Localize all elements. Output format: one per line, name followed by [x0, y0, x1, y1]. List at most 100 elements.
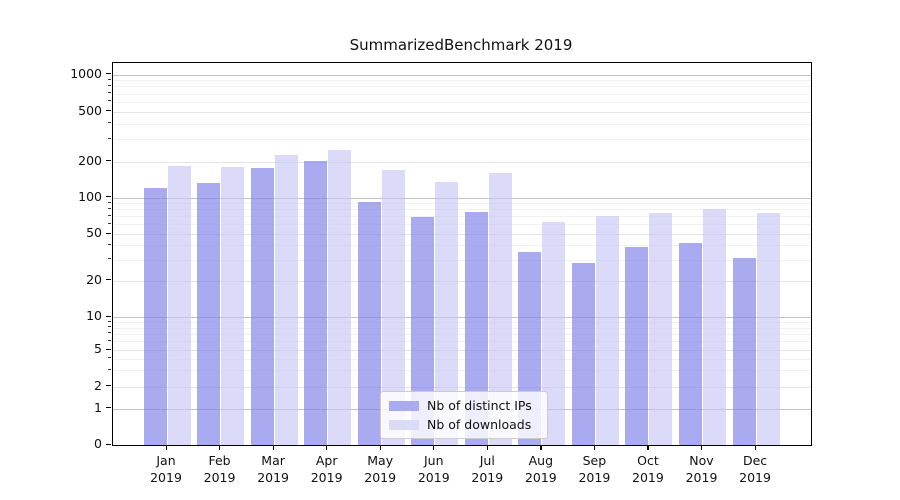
bar-ips-mar [250, 167, 274, 445]
xtick-label-jul: Jul 2019 [471, 453, 504, 485]
xtick-label-nov: Nov 2019 [685, 453, 718, 485]
gridline-minor [113, 259, 811, 261]
gridline-minor [113, 245, 811, 247]
ytick-label-10: 10 [86, 308, 102, 323]
xtick-mark-apr [326, 445, 328, 450]
ytick-mark-minor [108, 214, 111, 216]
bar-ips-jan [143, 188, 167, 445]
ytick-mark-100 [106, 196, 111, 198]
ytick-label-200: 200 [78, 152, 102, 168]
xtick-label-jun: Jun 2019 [417, 453, 450, 485]
gridline-minor [113, 327, 811, 329]
ytick-mark-minor [108, 137, 111, 139]
legend: Nb of distinct IPs Nb of downloads [380, 391, 548, 439]
gridline-minor [113, 322, 811, 324]
gridline-minor [113, 333, 811, 335]
bar-downloads-jun [435, 182, 459, 445]
ytick-mark-minor [108, 201, 111, 203]
gridline-minor [113, 216, 811, 218]
legend-label-downloads: Nb of downloads [427, 417, 532, 432]
gridline-200 [113, 161, 811, 163]
bar-ips-nov [679, 242, 702, 445]
gridline-5 [113, 350, 811, 351]
ytick-mark-minor [108, 207, 111, 209]
bar-ips-oct [625, 246, 649, 445]
xtick-mark-jul [486, 445, 488, 450]
bar-downloads-apr [328, 149, 352, 445]
xtick-label-oct: Oct 2019 [632, 453, 664, 485]
xtick-label-dec: Dec 2019 [739, 453, 771, 485]
bar-downloads-nov [703, 209, 726, 445]
bar-ips-dec [732, 258, 756, 445]
gridline-minor [113, 123, 811, 125]
bar-downloads-dec [756, 212, 780, 445]
xtick-mark-nov [701, 445, 703, 450]
ytick-label-5: 5 [94, 341, 102, 356]
ytick-label-0: 0 [94, 436, 102, 451]
xtick-mark-feb [219, 445, 221, 450]
ytick-mark-minor [108, 100, 111, 102]
ytick-mark-0 [106, 443, 111, 445]
gridline-minor [113, 203, 811, 205]
ytick-mark-2 [106, 385, 111, 387]
xtick-mark-dec [754, 445, 756, 450]
xtick-mark-mar [272, 445, 274, 450]
ytick-mark-minor [108, 222, 111, 224]
ytick-mark-minor [108, 92, 111, 94]
xtick-mark-jun [433, 445, 435, 450]
gridline-10 [113, 317, 811, 318]
gridline-minor [113, 86, 811, 88]
ytick-mark-minor [108, 122, 111, 124]
bar-downloads-jan [167, 166, 191, 445]
plot-area [112, 62, 812, 446]
gridline-500 [113, 111, 811, 113]
bar-ips-may [357, 201, 381, 445]
xtick-label-jan: Jan 2019 [150, 453, 182, 485]
bar-downloads-mar [274, 155, 298, 445]
bar-ips-feb [197, 183, 221, 445]
ytick-mark-minor [108, 243, 111, 245]
ytick-mark-1 [106, 407, 111, 409]
xtick-label-sep: Sep 2019 [578, 453, 611, 485]
gridline-minor [113, 370, 811, 372]
gridline-minor [113, 101, 811, 103]
ytick-label-500: 500 [78, 102, 102, 118]
gridline-50 [113, 234, 811, 235]
legend-swatch-downloads [389, 419, 419, 430]
ytick-mark-minor [108, 368, 111, 370]
xtick-mark-jan [165, 445, 167, 450]
bar-downloads-jul [488, 173, 512, 445]
ytick-label-100: 100 [78, 188, 102, 204]
ytick-label-20: 20 [86, 271, 102, 287]
legend-item-distinct-ips: Nb of distinct IPs [389, 398, 537, 413]
bar-ips-jun [411, 217, 435, 445]
bar-downloads-feb [221, 166, 245, 445]
ytick-mark-200 [106, 160, 111, 162]
chart-title: SummarizedBenchmark 2019 [349, 36, 573, 54]
ytick-mark-minor [108, 339, 111, 341]
ytick-mark-1000 [106, 73, 111, 75]
ytick-mark-minor [108, 84, 111, 86]
bar-ips-apr [304, 160, 328, 445]
ytick-mark-minor [108, 320, 111, 322]
ytick-mark-20 [106, 279, 111, 281]
xtick-label-apr: Apr 2019 [310, 453, 343, 485]
gridline-minor [113, 358, 811, 360]
legend-label-distinct-ips: Nb of distinct IPs [427, 398, 532, 413]
bar-downloads-may [381, 169, 405, 445]
gridline-minor [113, 139, 811, 141]
bar-downloads-oct [649, 212, 673, 445]
ytick-mark-minor [108, 78, 111, 80]
xtick-mark-aug [540, 445, 542, 450]
gridline-minor [113, 224, 811, 226]
ytick-mark-minor [108, 326, 111, 328]
ytick-mark-5 [106, 348, 111, 350]
ytick-mark-500 [106, 110, 111, 112]
bar-ips-jul [464, 211, 488, 445]
ytick-mark-minor [108, 258, 111, 260]
gridline-100 [113, 197, 811, 199]
ytick-mark-50 [106, 232, 111, 234]
gridline-1000 [113, 74, 811, 76]
xtick-label-aug: Aug 2019 [524, 453, 557, 485]
legend-item-downloads: Nb of downloads [389, 417, 537, 432]
